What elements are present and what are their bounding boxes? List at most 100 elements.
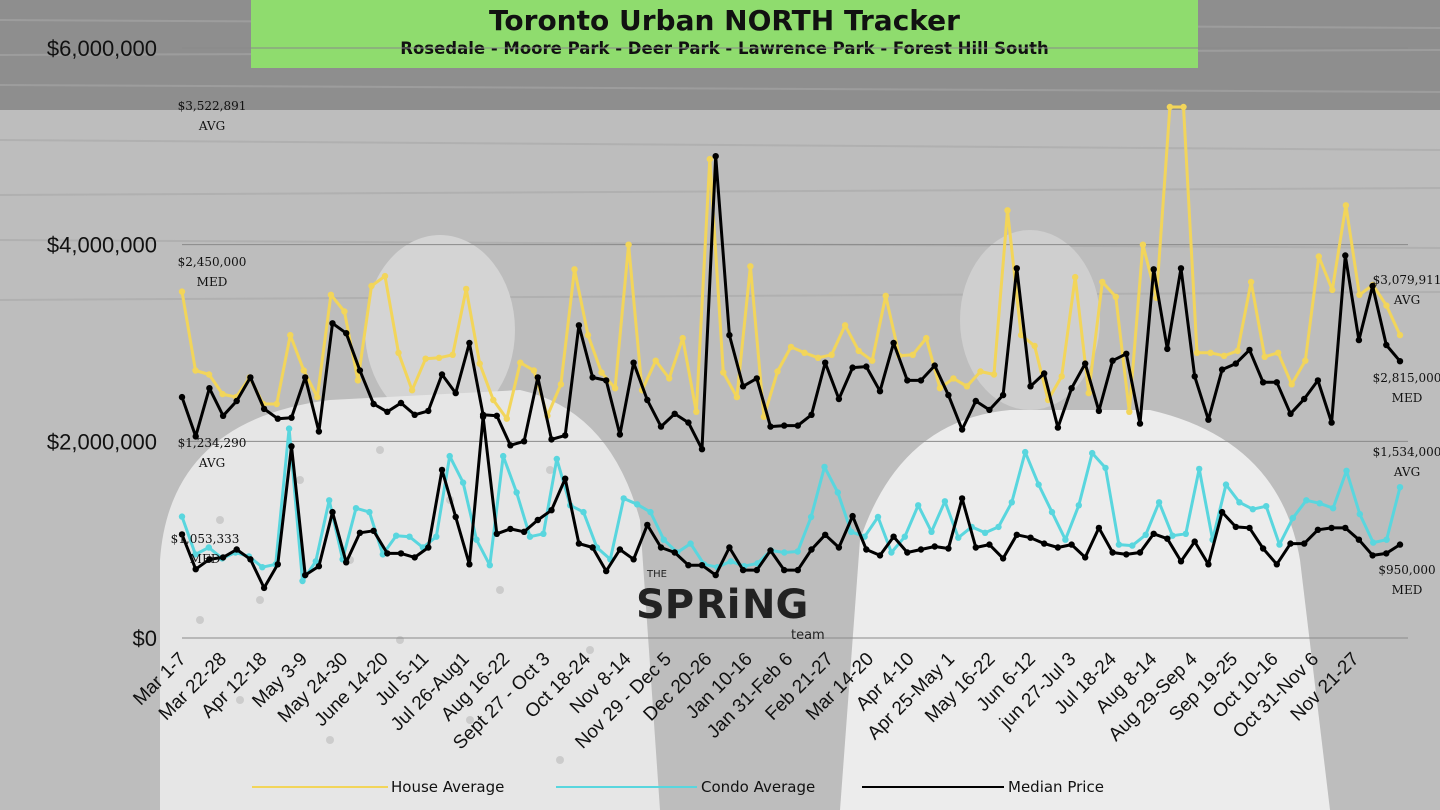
median-price-point — [1082, 360, 1089, 367]
median-price-point — [548, 436, 555, 443]
median-price-point — [822, 359, 829, 366]
median-price-point — [329, 320, 336, 327]
median-price-point — [520, 438, 528, 445]
median-price-point — [849, 364, 856, 371]
median-price-condo-point — [1259, 545, 1267, 552]
condo-average-point — [1356, 510, 1364, 518]
house-average-point — [936, 385, 944, 392]
condo-average-point — [874, 513, 882, 521]
median-price-point — [397, 399, 405, 407]
median-price-point — [917, 377, 925, 384]
house-average-point — [787, 343, 795, 351]
y-axis-ticks: $0 $2,000,000 $4,000,000 $6,000,000 — [47, 36, 157, 651]
house-average-point — [1275, 349, 1282, 356]
annotation-value: $1,534,000 — [1373, 445, 1440, 459]
median-price-condo-point — [493, 530, 500, 537]
median-price-condo-point — [1041, 540, 1048, 547]
median-price-condo-point — [1177, 558, 1185, 565]
median-price-condo-point — [1027, 534, 1034, 541]
condo-average-point — [633, 501, 641, 508]
median-price-point — [452, 389, 459, 397]
house-average-point — [625, 241, 632, 248]
median-price-point — [1150, 266, 1157, 273]
house-average-point — [408, 387, 416, 394]
condo-average-point — [941, 498, 949, 505]
median-price-condo-point — [1218, 508, 1226, 516]
condo-average-point — [1196, 465, 1203, 473]
median-price-point — [616, 431, 624, 438]
condo-average-point — [915, 502, 922, 509]
median-price-condo-point — [548, 507, 555, 514]
house-average-point — [666, 375, 673, 382]
condo-average-point — [620, 495, 627, 502]
median-price-point — [1054, 424, 1062, 431]
logo-main-right: NG — [742, 582, 808, 628]
house-average-point — [517, 359, 524, 366]
median-price-point — [1355, 336, 1363, 344]
house-average-point — [855, 347, 862, 355]
median-price-condo-point — [876, 552, 884, 559]
condo-average-point — [1249, 506, 1257, 513]
house-average-point — [923, 334, 930, 342]
median-price-condo-point — [781, 566, 788, 574]
median-price-condo-point — [288, 443, 295, 450]
condo-average-line — [180, 427, 1402, 583]
house-average-point — [747, 263, 754, 270]
median-price-condo-point — [1109, 549, 1116, 556]
median-price-point — [1369, 282, 1376, 290]
median-price-condo-point — [671, 549, 678, 556]
annotation-tag: AVG — [198, 456, 225, 470]
house-average-point — [557, 381, 565, 388]
house-average-point — [841, 322, 849, 329]
median-price-condo-point — [644, 521, 651, 529]
annotation-tag: AVG — [1393, 293, 1420, 307]
median-price-point — [958, 426, 966, 433]
median-price-point — [999, 391, 1007, 399]
annotation-tag: AVG — [1393, 465, 1420, 479]
median-price-point — [657, 423, 665, 430]
median-price-condo-point — [1273, 561, 1281, 568]
median-price-point — [534, 374, 541, 381]
house-average-point — [814, 354, 822, 361]
median-price-condo-point — [1314, 526, 1322, 533]
median-price-condo-point — [726, 544, 733, 551]
median-price-condo-point — [1369, 552, 1376, 559]
median-price-condo-point — [452, 513, 459, 521]
median-price-point — [1123, 350, 1130, 357]
condo-average-point — [312, 558, 319, 565]
median-price-point — [575, 322, 583, 329]
condo-average-point — [781, 549, 788, 556]
series-lines — [178, 103, 1404, 592]
median-price-point — [1287, 410, 1294, 417]
median-price-point — [781, 422, 788, 429]
median-price-condo-point — [835, 544, 843, 551]
median-price-point — [1068, 385, 1075, 392]
logo-main-left: SP — [636, 582, 694, 628]
condo-average-point — [928, 528, 935, 535]
condo-average-point — [1075, 502, 1083, 509]
median-price-condo-point — [630, 556, 637, 563]
median-price-condo-point — [438, 466, 446, 474]
median-price-point — [767, 423, 774, 430]
condo-average-point — [1222, 481, 1230, 488]
median-price-condo-point — [1287, 540, 1294, 547]
house-average-point — [219, 390, 226, 398]
condo-average-point — [1236, 499, 1243, 506]
condo-average-point — [1142, 531, 1149, 538]
condo-average-point — [486, 562, 493, 569]
median-price-point — [466, 339, 473, 347]
condo-average-point — [473, 536, 480, 543]
median-price-condo-point — [247, 556, 254, 563]
chart-title: Toronto Urban NORTH Tracker — [489, 4, 960, 37]
house-average-point — [530, 367, 538, 374]
condo-average-point — [366, 508, 373, 516]
annotation-value: $2,450,000 — [178, 255, 247, 269]
median-price-point — [219, 412, 227, 419]
y-tick-label: $4,000,000 — [47, 233, 157, 258]
median-price-point — [1027, 383, 1034, 390]
median-price-condo-point — [466, 561, 473, 568]
condo-average-point — [1316, 500, 1323, 507]
median-price-condo-point — [972, 544, 979, 551]
house-average-point — [774, 368, 781, 375]
condo-average-point — [285, 425, 293, 432]
